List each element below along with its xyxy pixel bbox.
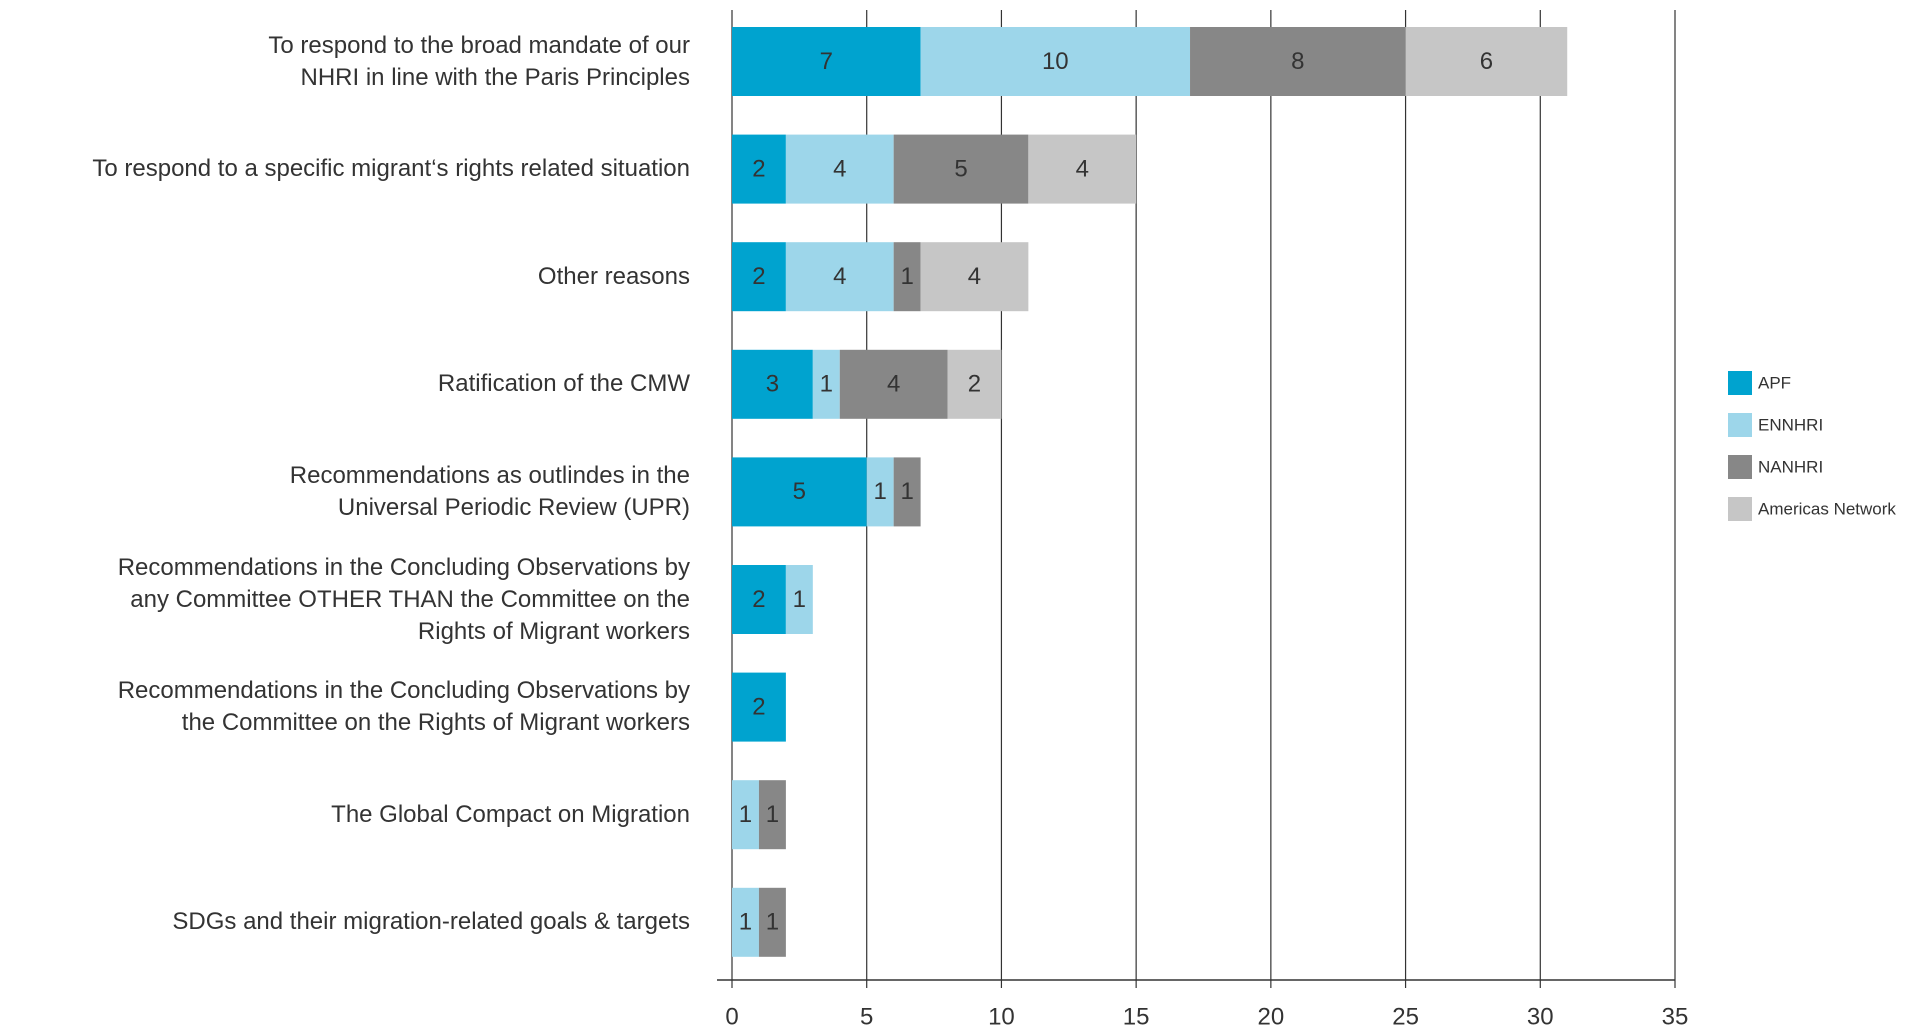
value-label: 5 (954, 155, 967, 182)
category-label: The Global Compact on Migration (331, 800, 690, 828)
value-label: 1 (793, 586, 806, 613)
value-label: 8 (1291, 48, 1304, 75)
value-label: 1 (900, 478, 913, 505)
value-label: 4 (968, 263, 981, 290)
value-label: 1 (820, 371, 833, 398)
bar-segment (758, 887, 786, 957)
x-tick-label: 25 (1392, 1003, 1419, 1030)
bar-segment (866, 457, 894, 527)
value-label: 6 (1480, 48, 1493, 75)
value-label: 5 (793, 478, 806, 505)
bar-segment (785, 242, 894, 312)
category-label: Recommendations in the Concluding Observ… (117, 677, 690, 737)
category-label: Ratification of the CMW (437, 370, 690, 398)
x-tick-label: 10 (988, 1003, 1015, 1030)
category-label: SDGs and their migration-related goals &… (172, 908, 690, 936)
value-label: 7 (820, 48, 833, 75)
legend-label: APF (1758, 373, 1791, 392)
bar-segment (920, 242, 1029, 312)
bar-segment (812, 349, 840, 419)
legend-swatch (1728, 413, 1752, 437)
bar-segment (1190, 27, 1406, 96)
x-tick-label: 5 (860, 1003, 873, 1030)
bar-segment (1028, 134, 1137, 204)
category-label: Recommendations in the Concluding Observ… (117, 553, 690, 645)
category-label: To respond to a specific migrant‘s right… (92, 155, 690, 183)
bar-segment (920, 27, 1191, 96)
x-tick-label: 30 (1527, 1003, 1554, 1030)
x-tick-label: 15 (1123, 1003, 1150, 1030)
value-label: 4 (833, 263, 846, 290)
bar-segment (732, 780, 759, 850)
value-label: 1 (766, 909, 779, 936)
value-label: 1 (766, 801, 779, 828)
legend-swatch (1728, 455, 1752, 479)
bar-segment (785, 134, 894, 204)
value-label: 1 (874, 478, 887, 505)
bar-segment (732, 672, 786, 742)
legend-label: NANHRI (1758, 457, 1823, 476)
legend-label: ENNHRI (1758, 415, 1823, 434)
bar-segment (1405, 27, 1568, 96)
category-label: Other reasons (537, 262, 690, 290)
bar-segment (732, 134, 786, 204)
x-tick-label: 35 (1662, 1003, 1689, 1030)
value-label: 4 (1076, 155, 1089, 182)
category-label: To respond to the broad mandate of our N… (268, 31, 690, 91)
value-label: 2 (752, 155, 765, 182)
value-label: 4 (887, 371, 900, 398)
bar-segment (732, 349, 813, 419)
value-label: 1 (739, 801, 752, 828)
value-label: 2 (752, 263, 765, 290)
value-label: 10 (1042, 48, 1069, 75)
category-label: Recommendations as outlindes in the Univ… (289, 461, 690, 521)
bar-segment (732, 242, 786, 312)
bar-segment (732, 887, 759, 957)
x-tick-label: 0 (725, 1003, 738, 1030)
legend-swatch (1728, 371, 1752, 395)
legend-swatch (1728, 497, 1752, 521)
value-label: 2 (968, 371, 981, 398)
value-label: 2 (752, 693, 765, 720)
bar-segment (732, 457, 867, 527)
bar-segment (758, 780, 786, 850)
value-label: 2 (752, 586, 765, 613)
bar-segment (839, 349, 948, 419)
value-label: 4 (833, 155, 846, 182)
bar-segment (785, 565, 813, 634)
x-tick-label: 20 (1258, 1003, 1285, 1030)
bar-segment (947, 349, 1002, 419)
bar-segment (893, 134, 1029, 204)
value-label: 3 (766, 371, 779, 398)
value-label: 1 (739, 909, 752, 936)
bar-segment (893, 242, 921, 312)
value-label: 1 (900, 263, 913, 290)
bar-segment (732, 565, 786, 634)
legend-label: Americas Network (1758, 499, 1896, 518)
bar-segment (893, 457, 921, 527)
bar-segment (732, 27, 921, 96)
